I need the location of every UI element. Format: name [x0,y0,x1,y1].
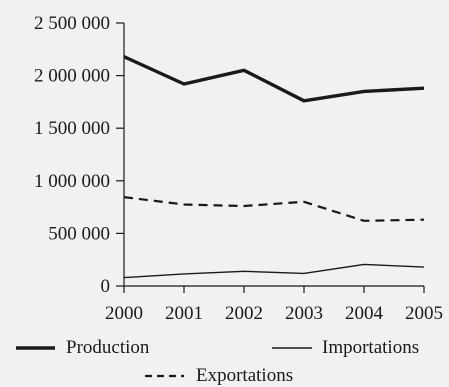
x-tick-label: 2001 [165,303,203,324]
legend-label: Exportations [196,365,293,386]
legend-label: Importations [322,337,419,358]
legend-label: Production [66,337,150,358]
series-line-importations [123,263,425,279]
y-tick-label: 1 000 000 [34,171,110,192]
legend-item-importations: Importations [272,337,419,358]
x-tick-label: 2005 [405,303,443,324]
y-tick-label: 2 000 000 [34,66,110,87]
y-tick-label: 2 500 000 [34,13,110,34]
series-line-exportations [123,196,425,222]
y-tick-label: 1 500 000 [34,118,110,139]
x-tick-label: 2002 [225,303,263,324]
y-tick-label: 500 000 [48,223,110,244]
chart-legend: Production Importations Exportations [16,337,419,386]
x-tick-label: 2000 [105,303,143,324]
x-tick-label: 2004 [345,303,384,324]
chart-axes: 0 500 000 1 000 000 1 500 000 2 000 000 2 500… [34,13,443,324]
legend-item-exportations: Exportations [145,365,293,386]
x-tick-label: 2003 [285,303,323,324]
legend-item-production: Production [16,337,150,358]
chart-series [123,55,425,279]
y-tick-label: 0 [101,276,111,297]
series-line-production [123,55,425,103]
